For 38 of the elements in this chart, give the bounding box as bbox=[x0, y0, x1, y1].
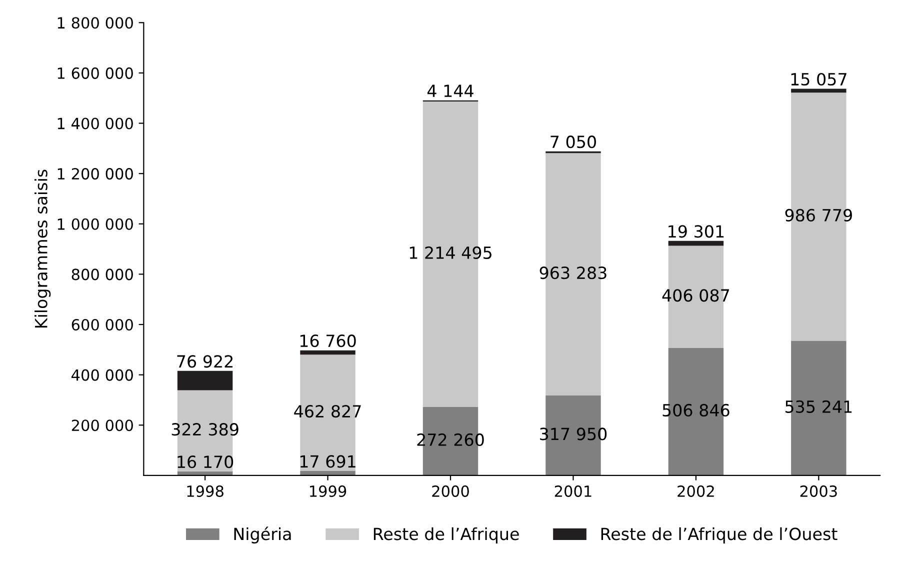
data-label: 963 283 bbox=[540, 266, 606, 280]
bar bbox=[177, 370, 233, 390]
y-tick-label: 400 000 bbox=[72, 369, 133, 381]
data-label: 1 214 495 bbox=[410, 246, 492, 260]
data-label: 15 057 bbox=[791, 72, 846, 86]
legend-label: Reste de l’Afrique de l’Ouest bbox=[601, 527, 838, 544]
y-tick-label: 1 200 000 bbox=[58, 168, 133, 180]
x-tick-label: 2002 bbox=[678, 485, 714, 497]
y-axis-title: Kilogrammes saisis bbox=[34, 170, 51, 328]
y-tick-label: 1 800 000 bbox=[58, 17, 133, 29]
data-label: 7 050 bbox=[550, 136, 596, 148]
x-tick-label: 1999 bbox=[310, 485, 346, 497]
data-label: 986 779 bbox=[785, 208, 852, 222]
data-label: 406 087 bbox=[662, 289, 729, 302]
bar bbox=[791, 88, 846, 93]
y-tick-label: 600 000 bbox=[72, 318, 133, 331]
legend-label: Reste de l’Afrique bbox=[374, 527, 519, 544]
bar bbox=[300, 470, 356, 476]
bar bbox=[300, 350, 356, 355]
bar bbox=[668, 240, 724, 246]
y-tick-label: 200 000 bbox=[72, 420, 133, 432]
legend-label: Nigéria bbox=[234, 526, 291, 544]
x-tick-label: 2001 bbox=[554, 485, 592, 497]
x-tick-label: 1998 bbox=[187, 485, 224, 497]
y-tick-label: 1 600 000 bbox=[58, 67, 133, 79]
data-label: 4 144 bbox=[427, 84, 474, 97]
y-tick-label: 800 000 bbox=[72, 268, 133, 280]
x-tick-label: 2003 bbox=[800, 485, 837, 497]
data-label: 16 170 bbox=[178, 456, 234, 468]
x-tick-label: 2000 bbox=[432, 485, 469, 497]
y-tick-label: 1 400 000 bbox=[58, 118, 133, 130]
data-label: 462 827 bbox=[294, 405, 361, 418]
data-label: 17 691 bbox=[300, 455, 356, 468]
data-label: 16 760 bbox=[300, 334, 356, 348]
data-label: 76 922 bbox=[177, 355, 233, 368]
data-label: 19 301 bbox=[668, 225, 724, 238]
data-label: 322 389 bbox=[172, 423, 238, 436]
y-tick-label: 1 000 000 bbox=[58, 218, 133, 230]
